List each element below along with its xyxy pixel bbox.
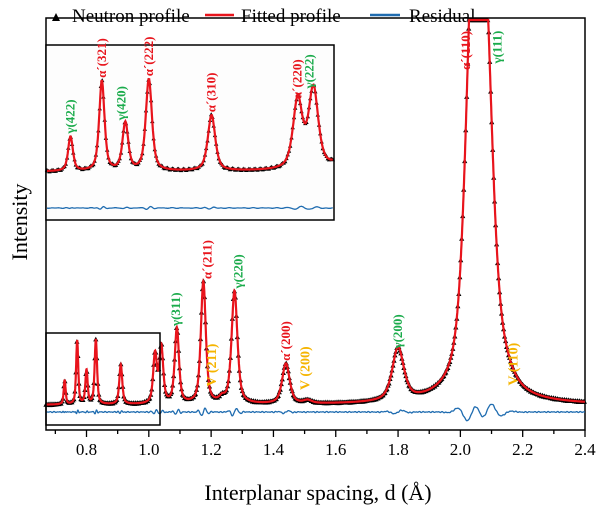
inset-peak-label-alpha: α´(321) bbox=[94, 38, 109, 78]
residual-line bbox=[47, 205, 333, 210]
legend-residual-label: Residual bbox=[409, 6, 476, 27]
inset-peak-label-gamma: γ(422) bbox=[63, 99, 78, 134]
peak-label-alpha: α´(200) bbox=[278, 321, 293, 361]
inset-peak-label-gamma: γ(420) bbox=[113, 86, 128, 121]
x-tick-label: 0.8 bbox=[76, 440, 97, 459]
peak-label-gamma: γ(220) bbox=[231, 254, 246, 289]
legend-fitted-label: Fitted profile bbox=[241, 6, 341, 27]
peak-label-gamma: γ(200) bbox=[390, 314, 405, 349]
x-tick-label: 1.0 bbox=[138, 440, 159, 459]
residual-line bbox=[46, 403, 585, 422]
legend: Neutron profile Fitted profile Residual bbox=[52, 6, 476, 27]
inset-plot: γ(422) α´(321) γ(420) α´(222) α´(310) α´(220)… bbox=[44, 37, 335, 221]
peak-labels: γ(311) α´(211) V (211) γ(220) α´(200) V (200)… bbox=[168, 31, 522, 390]
legend-neutron-label: Neutron profile bbox=[72, 6, 190, 27]
x-tick-label: 1.8 bbox=[387, 440, 408, 459]
legend-triangle-marker bbox=[52, 13, 60, 21]
fitted-profile-line bbox=[46, 18, 586, 406]
inset-peak-label-alpha: α´(310) bbox=[204, 73, 219, 113]
peak-label-v: V (110) bbox=[507, 342, 522, 385]
peak-label-alpha: α´(110) bbox=[458, 31, 473, 70]
peak-label-alpha: α´(211) bbox=[199, 240, 214, 279]
inset-peak-label-alpha: α´(220) bbox=[290, 59, 305, 99]
inset-peak-label-gamma: γ(222) bbox=[301, 54, 316, 89]
x-axis: 0.8 1.0 1.2 1.4 1.6 1.8 2.0 2.2 2.4 bbox=[54, 430, 596, 459]
peak-label-v: V (200) bbox=[299, 346, 314, 390]
x-tick-label: 2.0 bbox=[450, 440, 471, 459]
plot-frame bbox=[45, 17, 586, 431]
main-plot bbox=[43, 17, 587, 422]
fitted-profile-line bbox=[47, 78, 333, 172]
peak-label-gamma: γ(311) bbox=[168, 292, 183, 327]
y-axis-label: Intensity bbox=[7, 184, 32, 261]
x-tick-label: 1.6 bbox=[325, 440, 346, 459]
x-axis-label: Interplanar spacing, d (Å) bbox=[204, 480, 431, 505]
peak-label-gamma: γ(111) bbox=[489, 31, 504, 65]
inset-frame bbox=[45, 44, 335, 221]
peak-label-v: V (211) bbox=[205, 343, 220, 386]
zoom-region-box bbox=[45, 332, 161, 426]
x-tick-label: 1.2 bbox=[201, 440, 222, 459]
inset-peak-label-alpha: α´(222) bbox=[141, 37, 156, 77]
x-tick-label: 2.4 bbox=[574, 440, 596, 459]
x-tick-label: 2.2 bbox=[512, 440, 533, 459]
x-tick-label: 1.4 bbox=[263, 440, 285, 459]
